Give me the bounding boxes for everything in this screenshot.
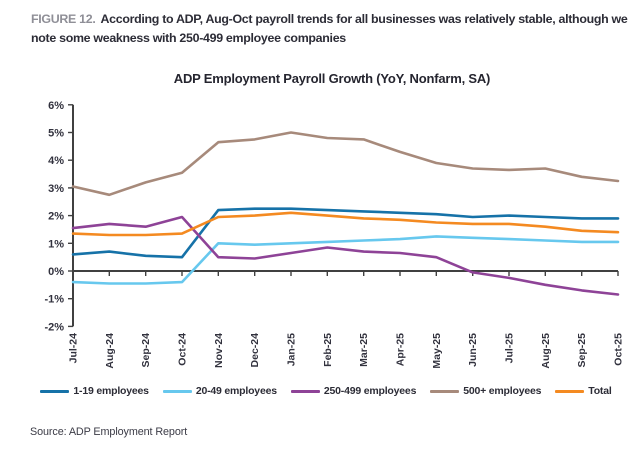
svg-text:May-25: May-25: [431, 333, 443, 369]
svg-text:4%: 4%: [48, 155, 64, 167]
figure-caption: FIGURE 12. According to ADP, Aug-Oct payr…: [31, 10, 631, 47]
svg-text:Jul-25: Jul-25: [504, 333, 516, 364]
payroll-chart: -2% -1% 0% 1% 2% 3% 4% 5% 6% Jul-24 Aug-24 Sep-24 Oc…: [44, 100, 625, 369]
svg-text:Dec-24: Dec-24: [249, 333, 261, 368]
legend-swatch: [162, 389, 192, 393]
figure-number-label: FIGURE 12.: [31, 12, 96, 26]
figure-caption-text: According to ADP, Aug-Oct payroll trends…: [31, 12, 628, 45]
svg-text:Oct-24: Oct-24: [177, 333, 189, 366]
svg-text:Jul-24: Jul-24: [68, 333, 80, 364]
svg-text:3%: 3%: [48, 183, 64, 195]
legend-item: 20-49 employees: [162, 385, 277, 397]
legend-swatch: [40, 389, 70, 393]
legend-label: Total: [588, 385, 612, 397]
source-note: Source: ADP Employment Report: [30, 426, 188, 438]
chart-title: ADP Employment Payroll Growth (YoY, Nonf…: [173, 71, 491, 86]
svg-text:Oct-25: Oct-25: [613, 333, 625, 366]
legend: 1-19 employees 20-49 employees 250-499 emp…: [0, 385, 640, 397]
svg-text:2%: 2%: [48, 211, 64, 223]
svg-text:-2%: -2%: [44, 321, 64, 333]
svg-text:Nov-24: Nov-24: [213, 333, 225, 368]
svg-text:Jan-25: Jan-25: [286, 333, 298, 366]
legend-label: 1-19 employees: [73, 385, 149, 397]
svg-text:Aug-25: Aug-25: [540, 333, 552, 369]
svg-text:1%: 1%: [48, 238, 64, 250]
svg-text:Apr-25: Apr-25: [395, 333, 407, 366]
svg-text:Jun-25: Jun-25: [467, 333, 479, 367]
legend-swatch: [555, 389, 585, 393]
legend-item: 500+ employees: [430, 385, 541, 397]
legend-label: 500+ employees: [463, 385, 542, 397]
svg-text:6%: 6%: [48, 100, 64, 112]
legend-swatch: [290, 389, 320, 393]
svg-text:Sep-25: Sep-25: [576, 333, 588, 368]
svg-text:Feb-25: Feb-25: [322, 333, 334, 367]
legend-item: 250-499 employees: [290, 385, 417, 397]
legend-label: 20-49 employees: [195, 385, 277, 397]
legend-swatch: [430, 389, 460, 393]
svg-text:Mar-25: Mar-25: [358, 333, 370, 367]
legend-item: Total: [555, 385, 612, 397]
legend-label: 250-499 employees: [323, 385, 417, 397]
legend-item: 1-19 employees: [40, 385, 149, 397]
svg-text:5%: 5%: [48, 128, 64, 140]
svg-text:Aug-24: Aug-24: [104, 333, 116, 369]
svg-text:-1%: -1%: [44, 294, 64, 306]
svg-text:Sep-24: Sep-24: [140, 333, 152, 368]
svg-text:0%: 0%: [48, 266, 64, 278]
